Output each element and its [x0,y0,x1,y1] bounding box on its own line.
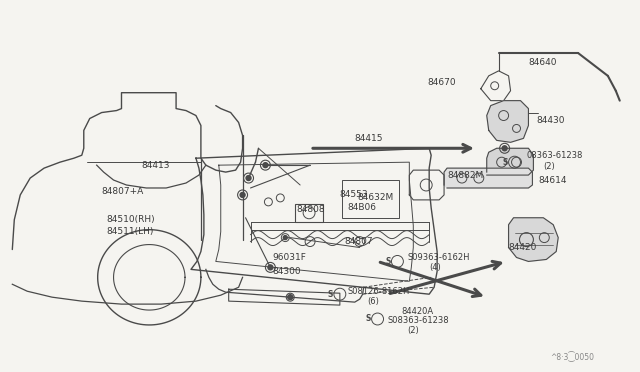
Text: 84B06: 84B06 [348,203,377,212]
Polygon shape [487,148,533,175]
Text: 84511(LH): 84511(LH) [107,227,154,236]
Text: (2): (2) [543,162,555,171]
Text: S: S [328,290,333,299]
Text: S08126-8162H: S08126-8162H [348,287,410,296]
Circle shape [240,192,245,198]
Text: 84510(RH): 84510(RH) [107,215,156,224]
Text: 84614: 84614 [538,176,567,185]
Text: S: S [502,158,508,167]
Text: 84640: 84640 [529,58,557,67]
Text: 84807+A: 84807+A [102,187,144,196]
Text: 84670: 84670 [427,78,456,87]
Polygon shape [509,218,558,262]
Text: 84420: 84420 [509,243,537,252]
Text: S: S [365,314,371,324]
Text: 84882M: 84882M [447,171,483,180]
Circle shape [284,235,287,240]
Text: 84415: 84415 [355,134,383,143]
Polygon shape [487,101,529,142]
Bar [295,204,323,222]
Circle shape [246,176,251,180]
Text: 84807: 84807 [345,237,373,246]
Circle shape [268,265,273,270]
Text: ^8·3⁐0050: ^8·3⁐0050 [550,351,595,362]
Circle shape [288,295,292,299]
Polygon shape [444,168,532,188]
Text: 84300: 84300 [273,267,301,276]
Circle shape [263,163,268,168]
Bar [342,180,399,218]
Text: S08363-61238: S08363-61238 [387,317,449,326]
Text: (4): (4) [429,263,441,272]
Text: 84808: 84808 [296,205,325,214]
Circle shape [502,146,507,151]
Text: 84553: 84553 [340,190,369,199]
Text: S: S [385,257,390,266]
Text: S09363-6162H: S09363-6162H [407,253,470,262]
Text: 96031F: 96031F [273,253,306,262]
Text: 84420A: 84420A [401,307,433,315]
Text: 84632M: 84632M [358,193,394,202]
Text: 84413: 84413 [141,161,170,170]
Text: (2): (2) [407,326,419,336]
Text: 08363-61238: 08363-61238 [527,151,583,160]
Text: (6): (6) [367,296,380,306]
Text: 84430: 84430 [536,116,565,125]
